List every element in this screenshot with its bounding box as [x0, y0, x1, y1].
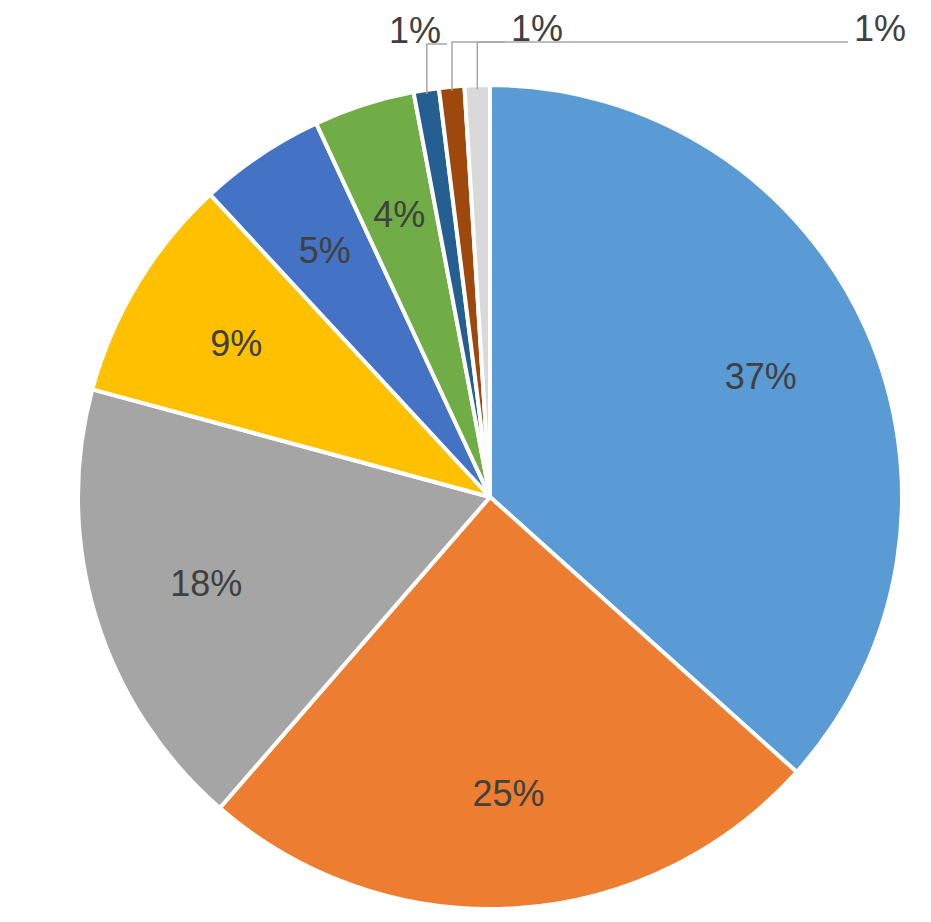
- data-label: 4%: [373, 194, 425, 235]
- data-label: 25%: [472, 773, 544, 814]
- data-label: 9%: [210, 323, 262, 364]
- chart: 37%25%18%9%5%4%1%1%1%: [0, 0, 931, 922]
- data-label: 37%: [725, 356, 797, 397]
- leader-line: [427, 44, 447, 94]
- data-label: 1%: [854, 8, 906, 49]
- data-labels: 37%25%18%9%5%4%1%1%1%: [170, 8, 906, 814]
- slice: [439, 86, 490, 497]
- slice: [464, 85, 490, 497]
- leader-line: [477, 42, 848, 89]
- data-label: 18%: [170, 563, 242, 604]
- data-label: 1%: [389, 10, 441, 51]
- leader-line: [452, 42, 505, 91]
- data-label: 5%: [299, 230, 351, 271]
- pie: [78, 85, 902, 909]
